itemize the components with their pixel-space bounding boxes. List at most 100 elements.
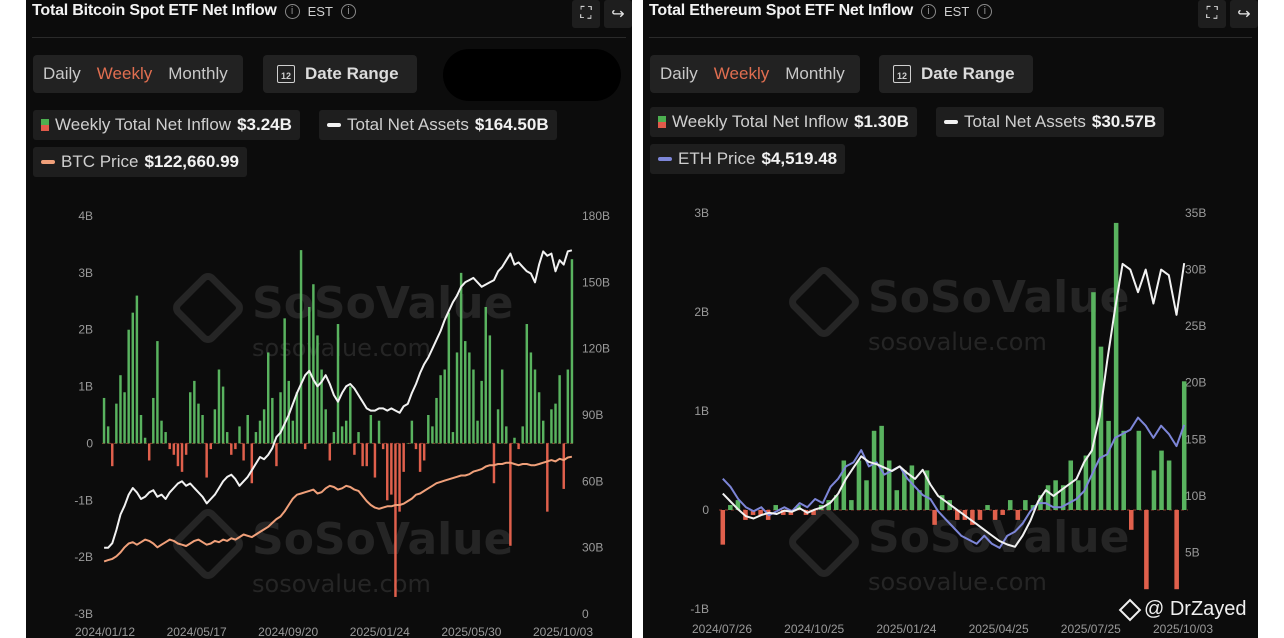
tab-weekly[interactable]: Weekly [96,64,153,83]
inflow-bar [750,510,756,515]
inflow-bar [1007,500,1013,510]
inflow-bar [439,375,442,444]
sosovalue-watermark: SoSoValue sosovalue.com [789,267,1129,356]
inflow-bar [111,443,114,467]
inflow-bar [291,420,295,444]
inflow-bar [796,505,801,510]
legend-inflow[interactable]: Weekly Total Net Inflow $1.30B [650,107,917,137]
info-icon[interactable]: i [284,3,300,19]
btc-toolbar: ⛶ ↪ [572,0,632,28]
y-left-tick-label: 3B [694,206,709,220]
fullscreen-icon[interactable]: ⛶ [572,0,600,28]
legend-price[interactable]: ETH Price $4,519.48 [650,144,846,174]
inflow-bar [217,369,221,444]
timezone-label: EST [944,3,970,19]
inflow-bar [932,510,937,525]
calendar-icon: 12 [893,65,911,83]
inflow-bar [517,443,520,450]
inflow-bar [344,420,348,444]
info-icon[interactable]: i [977,3,993,19]
inflow-bar [349,386,352,444]
tab-monthly[interactable]: Monthly [168,64,228,83]
eth-chart-panel: Total Ethereum Spot ETF Net Inflow i EST… [643,0,1258,638]
inflow-bar [168,443,171,450]
legend-inflow[interactable]: Weekly Total Net Inflow $3.24B [33,110,300,140]
inflow-bar [541,420,545,444]
inflow-bar [283,318,286,444]
date-range-label: Date Range [921,64,1015,83]
inflow-bar [977,510,983,520]
inflow-bar [894,490,900,510]
watermark-name: SoSoValue [252,278,513,329]
x-tick-label: 2024/10/25 [784,622,844,636]
tab-daily[interactable]: Daily [660,64,698,83]
inflow-bar [131,312,135,444]
inflow-bar [258,420,262,444]
share-icon[interactable]: ↪ [604,0,632,28]
x-tick-label: 2024/01/12 [75,625,135,638]
inflow-bar [1076,480,1081,510]
date-range-button[interactable]: 12 Date Range [879,55,1033,93]
inflow-bar [390,443,393,495]
inflow-bar [909,465,915,510]
inflow-bar [939,495,945,510]
inflow-bar [328,443,332,461]
inflow-bar [1015,510,1021,520]
date-range-button[interactable]: 12 Date Range [263,55,417,93]
inflow-bar [484,306,487,444]
inflow-bar [435,397,438,444]
inflow-bar [1144,510,1149,590]
inflow-bar [886,460,892,510]
inflow-bar [529,352,533,444]
inflow-bar [402,443,405,472]
legend-price-value: $4,519.48 [761,149,838,168]
info-icon[interactable]: i [340,3,356,19]
inflow-bar [849,500,854,510]
y-left-tick-label: 0 [86,436,93,450]
inflow-bar [398,443,401,512]
inflow-bar [324,409,327,444]
inflow-bar [992,510,998,520]
inflow-bar [537,392,541,444]
legend-assets[interactable]: Total Net Assets $30.57B [936,107,1165,137]
inflow-bar [184,443,188,455]
share-icon[interactable]: ↪ [1230,0,1258,28]
inflow-bar [180,443,184,472]
watermark-name: SoSoValue [252,514,513,565]
inflow-bar [488,335,492,444]
credit-text: @ DrZayed [1144,598,1247,620]
tab-weekly[interactable]: Weekly [713,64,770,83]
legend-inflow-value: $1.30B [854,112,909,131]
inflow-bar [230,443,233,455]
inflow-bar [431,426,434,444]
inflow-bar [147,443,151,461]
tab-daily[interactable]: Daily [43,64,81,83]
sosovalue-watermark: SoSoValue sosovalue.com [789,507,1129,596]
legend-assets[interactable]: Total Net Assets $164.50B [319,110,557,140]
y-left-tick-label: 3B [78,266,93,280]
y-right-tick-label: 10B [1185,489,1206,503]
price-swatch [658,157,672,161]
info-icon[interactable]: i [921,3,937,19]
inflow-bar [468,352,471,444]
inflow-bar [377,420,381,444]
inflow-bar [152,397,155,444]
legend-price[interactable]: BTC Price $122,660.99 [33,147,248,177]
inflow-bar [336,324,340,444]
inflow-bar [410,420,414,444]
inflow-bar [320,369,323,444]
y-left-tick-label: -1B [74,493,93,507]
author-credit: @ DrZayed [1118,598,1247,621]
inflow-bar [262,409,266,444]
inflow-bar [1045,485,1051,510]
inflow-bar [554,403,557,444]
tab-monthly[interactable]: Monthly [785,64,845,83]
divider [649,37,1252,38]
inflow-bar [213,409,217,444]
inflow-bar [271,397,274,444]
inflow-bar [303,443,307,450]
fullscreen-icon[interactable]: ⛶ [1198,0,1226,28]
inflow-bar [418,443,422,472]
legend-inflow-value: $3.24B [237,115,292,134]
y-right-tick-label: 35B [1185,206,1206,220]
